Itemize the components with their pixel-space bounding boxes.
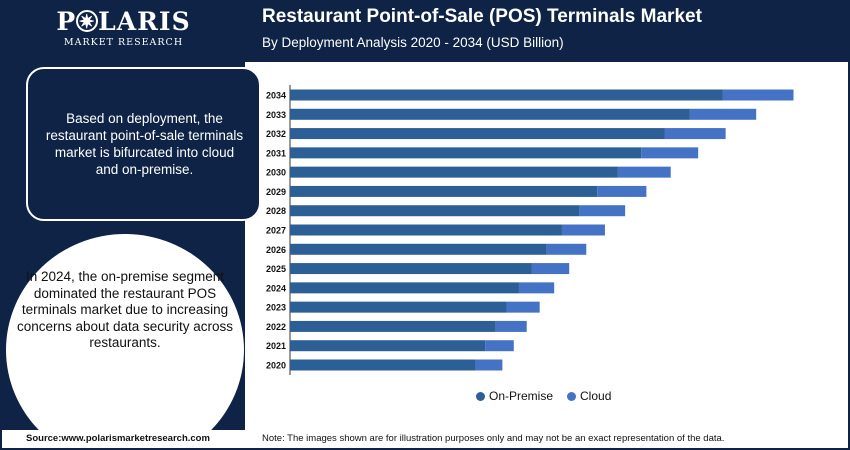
- bar-cloud-2027: [561, 224, 605, 236]
- bar-on-premise-2031: [290, 147, 642, 159]
- logo-name: PLARIS: [2, 8, 245, 37]
- insight-text: In 2024, the on-premise segment dominate…: [16, 269, 234, 350]
- info-box: Based on deployment, the restaurant poin…: [26, 67, 261, 221]
- y-tick-label: 2027: [266, 226, 286, 236]
- bar-cloud-2020: [475, 359, 503, 371]
- bar-on-premise-2028: [290, 205, 580, 217]
- legend-swatch-cloud: [567, 391, 577, 401]
- bar-on-premise-2027: [290, 224, 562, 236]
- logo: PLARIS MARKET RESEARCH: [2, 8, 245, 50]
- y-tick-label: 2033: [266, 110, 286, 120]
- bar-chart: 2034 2033 2032 2031 2030 2029 2028 2027 2026 2025…: [266, 85, 794, 375]
- bar-on-premise-2024: [290, 282, 519, 294]
- chart-title: Restaurant Point-of-Sale (POS) Terminals…: [262, 6, 702, 27]
- y-tick-label: 2020: [266, 361, 286, 371]
- bar-cloud-2029: [597, 185, 647, 197]
- y-tick-label: 2030: [266, 168, 286, 178]
- bar-cloud-2025: [531, 263, 570, 275]
- bar-on-premise-2034: [290, 89, 723, 101]
- bar-cloud-2026: [546, 243, 587, 255]
- legend: On-Premise Cloud: [476, 389, 611, 403]
- y-tick-label: 2023: [266, 303, 286, 313]
- header-bar: [245, 2, 848, 62]
- legend-label-cloud: Cloud: [580, 389, 612, 403]
- info-text: Based on deployment, the restaurant poin…: [45, 111, 244, 177]
- bar-on-premise-2032: [290, 128, 665, 140]
- source-text: Source:www.polarismarketresearch.com: [26, 433, 210, 444]
- bar-on-premise-2023: [290, 301, 507, 313]
- bar-cloud-2022: [495, 320, 527, 332]
- legend-item-cloud: Cloud: [567, 389, 611, 403]
- bar-cloud-2033: [689, 108, 757, 120]
- y-tick-label: 2021: [266, 341, 286, 351]
- y-tick-label: 2025: [266, 264, 286, 274]
- bar-cloud-2028: [579, 205, 626, 217]
- legend-swatch-on-premise: [476, 391, 485, 401]
- bar-cloud-2030: [617, 166, 671, 178]
- bar-on-premise-2021: [290, 340, 486, 352]
- bar-cloud-2032: [664, 128, 726, 140]
- bar-on-premise-2026: [290, 243, 547, 255]
- bar-on-premise-2022: [290, 320, 496, 332]
- bar-cloud-2024: [518, 282, 555, 294]
- y-tick-label: 2029: [266, 187, 286, 197]
- legend-item-on-premise: On-Premise: [476, 389, 553, 403]
- compass-star-icon: [76, 8, 99, 36]
- y-tick-label: 2026: [266, 245, 286, 255]
- chart-subtitle: By Deployment Analysis 2020 - 2034 (USD …: [262, 35, 564, 50]
- y-tick-label: 2028: [266, 206, 286, 216]
- note-text: Note: The images shown are for illustrat…: [262, 433, 725, 444]
- bar-on-premise-2033: [290, 108, 690, 120]
- bar-on-premise-2029: [290, 185, 598, 197]
- bar-on-premise-2020: [290, 359, 476, 371]
- bar-on-premise-2030: [290, 166, 618, 178]
- legend-label-on-premise: On-Premise: [489, 389, 554, 403]
- bar-cloud-2023: [506, 301, 540, 313]
- insight-circle: In 2024, the on-premise segment dominate…: [6, 234, 244, 430]
- bar-cloud-2034: [722, 89, 794, 101]
- logo-subtitle: MARKET RESEARCH: [63, 37, 184, 48]
- y-tick-label: 2034: [266, 91, 286, 101]
- footer-bar: [2, 430, 848, 448]
- bar-on-premise-2025: [290, 263, 532, 275]
- y-tick-label: 2032: [266, 129, 286, 139]
- y-tick-label: 2024: [266, 283, 286, 293]
- y-tick-label: 2031: [266, 148, 286, 158]
- bar-cloud-2031: [641, 147, 699, 159]
- y-tick-label: 2022: [266, 322, 286, 332]
- bar-cloud-2021: [485, 340, 514, 352]
